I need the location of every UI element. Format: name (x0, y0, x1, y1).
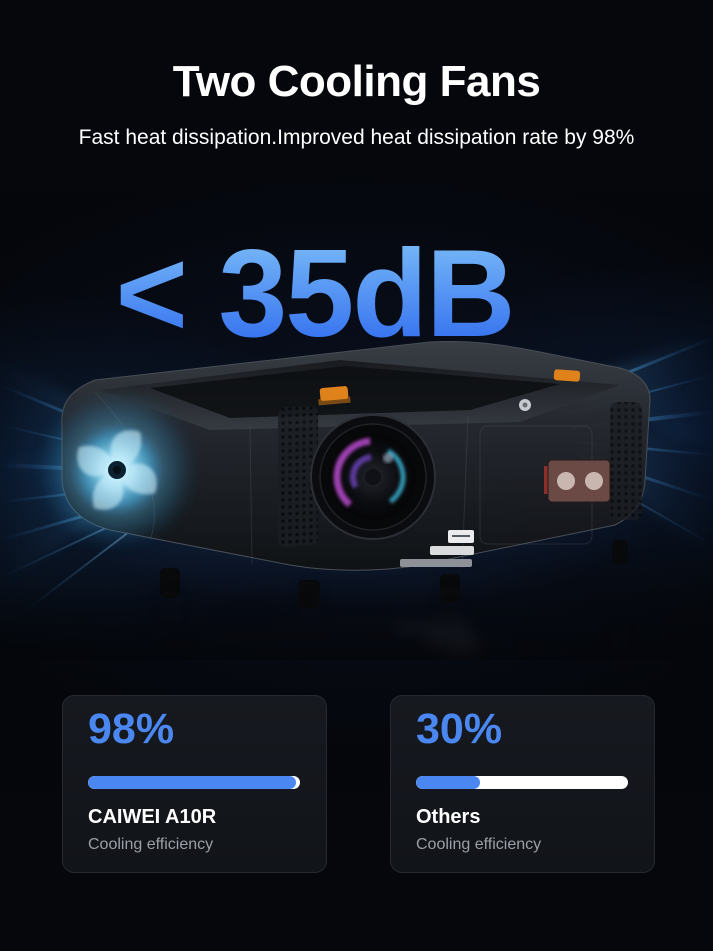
efficiency-bar (88, 776, 300, 789)
comparison-card-others: 30% Others Cooling efficiency (390, 695, 655, 873)
comparison-card-caiwei-a10r: 98% CAIWEI A10R Cooling efficiency (62, 695, 327, 873)
efficiency-bar (416, 776, 628, 789)
efficiency-value: 98% (88, 705, 175, 753)
subtitle: Fast heat dissipation.Improved heat diss… (78, 126, 635, 149)
caption-label: Cooling efficiency (416, 836, 542, 853)
orange-latches (318, 369, 581, 406)
efficiency-bar-fill (416, 776, 480, 789)
floor-fade (0, 585, 713, 660)
noise-level-value: < 35dB (0, 228, 671, 360)
projector-lens (310, 414, 436, 540)
cooling-fan (37, 390, 197, 550)
brand-label: Others (416, 806, 481, 828)
projector-body (37, 340, 651, 608)
brand-label: CAIWEI A10R (88, 806, 217, 828)
detail-parts (400, 399, 611, 567)
projector-photo (0, 330, 713, 660)
efficiency-value: 30% (416, 705, 503, 753)
caption-label: Cooling efficiency (88, 836, 214, 853)
page-title: Two Cooling Fans (172, 57, 541, 106)
projector-illustration (0, 330, 713, 660)
efficiency-bar-fill (88, 776, 296, 789)
